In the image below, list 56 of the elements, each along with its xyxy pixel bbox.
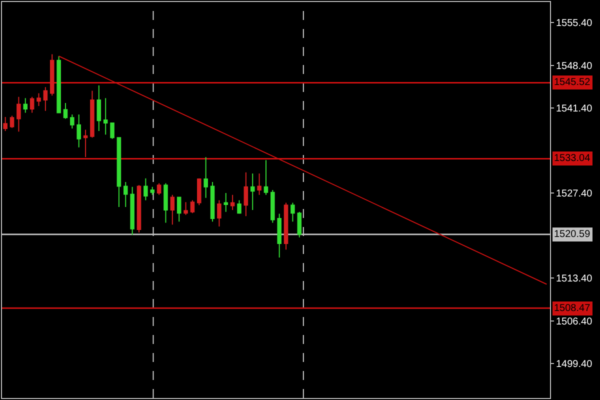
candlestick xyxy=(184,202,188,216)
y-tick-label: 1506.40 xyxy=(556,316,593,328)
candlestick xyxy=(156,182,162,196)
ref-line-label: 1545.52 xyxy=(554,77,591,88)
candlestick xyxy=(103,98,108,136)
y-tick-label: 1499.40 xyxy=(556,358,593,370)
candlestick xyxy=(264,160,268,196)
candlestick xyxy=(277,213,282,258)
candlestick xyxy=(23,98,28,114)
candlestick xyxy=(96,84,102,132)
candlestick xyxy=(3,116,8,132)
candlestick xyxy=(250,173,255,211)
candlestick xyxy=(50,54,54,96)
candlestick xyxy=(56,56,61,114)
ref-line-label: 1508.47 xyxy=(554,303,591,314)
candlestick xyxy=(16,96,21,132)
y-tick-label: 1548.40 xyxy=(556,60,593,72)
candlestick xyxy=(290,202,295,222)
candlestick xyxy=(284,202,288,250)
candlestick xyxy=(217,200,222,227)
candlestick xyxy=(224,192,228,212)
candlestick xyxy=(170,194,175,226)
candlestick xyxy=(150,186,154,196)
candlestick xyxy=(83,129,88,158)
candlestick xyxy=(43,86,48,112)
candlestick xyxy=(190,200,195,214)
candlestick xyxy=(36,92,41,107)
candlestick xyxy=(297,211,302,238)
candlestick xyxy=(110,122,114,140)
candlestick xyxy=(144,178,148,201)
candlestick xyxy=(210,182,215,222)
candlestick xyxy=(124,182,128,208)
candlestick xyxy=(116,137,122,208)
ref-line-label: 1520.59 xyxy=(554,229,591,240)
candlestick xyxy=(230,194,235,211)
candlestick xyxy=(197,178,202,206)
y-tick-label: 1527.40 xyxy=(556,188,593,200)
candlestick xyxy=(63,102,68,120)
candlestick xyxy=(204,156,208,198)
ref-line-label: 1533.04 xyxy=(554,153,591,164)
candlestick xyxy=(130,186,134,236)
candlestick xyxy=(30,96,34,114)
candlestick xyxy=(176,196,182,222)
y-tick-label: 1541.40 xyxy=(556,103,593,114)
candlestick xyxy=(70,114,74,130)
candlestick xyxy=(237,200,242,214)
candlestick xyxy=(164,182,168,224)
y-tick-label: 1555.40 xyxy=(556,18,593,30)
y-tick-label: 1513.40 xyxy=(556,274,593,285)
candlestick xyxy=(257,173,262,196)
candlestick xyxy=(244,172,248,217)
candlestick xyxy=(136,184,142,234)
candlestick xyxy=(76,114,81,148)
candlestick xyxy=(90,90,94,138)
candlestick xyxy=(270,189,275,224)
candlestick xyxy=(10,115,14,128)
